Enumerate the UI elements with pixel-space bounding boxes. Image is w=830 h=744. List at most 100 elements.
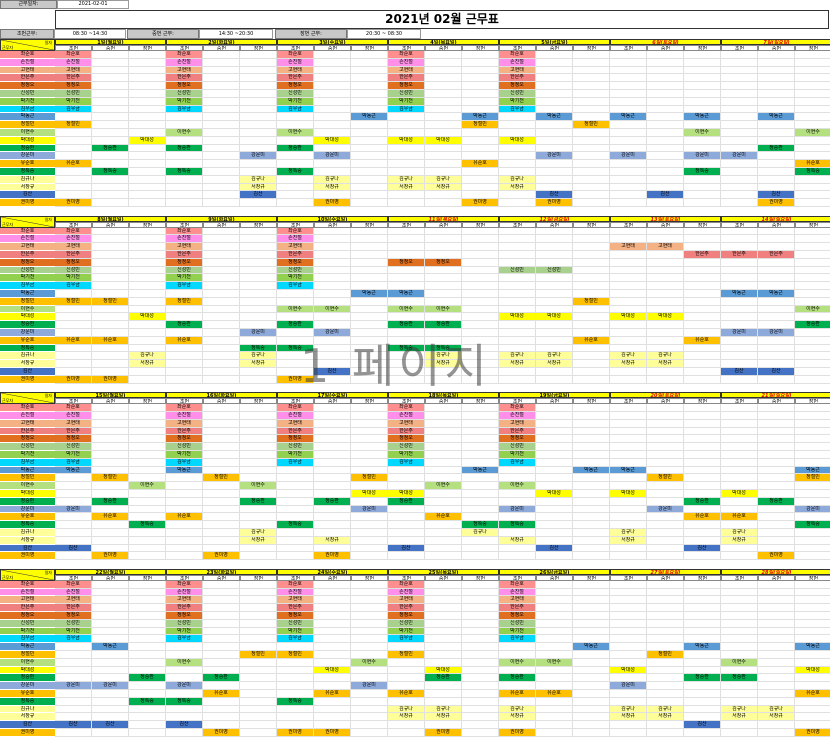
schedule-cell[interactable] bbox=[277, 505, 314, 514]
schedule-cell[interactable] bbox=[203, 682, 240, 690]
shift-assignment[interactable]: 서창규 bbox=[425, 713, 462, 722]
schedule-cell[interactable] bbox=[536, 175, 573, 184]
shift-assignment[interactable]: 정청오 bbox=[55, 435, 92, 444]
shift-assignment[interactable]: 정특중 bbox=[277, 344, 314, 353]
shift-assignment[interactable]: 신성민 bbox=[166, 619, 203, 628]
schedule-cell[interactable] bbox=[203, 144, 240, 153]
shift-assignment[interactable]: 권미영 bbox=[314, 729, 351, 737]
schedule-cell[interactable] bbox=[277, 466, 314, 475]
schedule-cell[interactable] bbox=[351, 121, 388, 129]
schedule-cell[interactable] bbox=[462, 643, 499, 651]
schedule-cell[interactable] bbox=[758, 152, 795, 161]
schedule-cell[interactable] bbox=[647, 435, 684, 444]
schedule-cell[interactable] bbox=[277, 690, 314, 698]
schedule-cell[interactable] bbox=[758, 297, 795, 306]
schedule-cell[interactable] bbox=[166, 705, 203, 714]
schedule-cell[interactable] bbox=[92, 352, 129, 361]
schedule-cell[interactable] bbox=[92, 258, 129, 267]
schedule-cell[interactable] bbox=[462, 66, 499, 75]
schedule-cell[interactable] bbox=[647, 368, 684, 376]
schedule-cell[interactable] bbox=[795, 90, 830, 98]
shift-assignment[interactable]: 정청오 bbox=[388, 435, 425, 444]
schedule-cell[interactable] bbox=[795, 443, 830, 451]
schedule-cell[interactable] bbox=[92, 466, 129, 475]
schedule-cell[interactable] bbox=[795, 451, 830, 459]
shift-assignment[interactable]: 정승환 bbox=[795, 321, 830, 329]
schedule-cell[interactable] bbox=[240, 58, 277, 67]
schedule-cell[interactable] bbox=[610, 235, 647, 244]
schedule-cell[interactable] bbox=[536, 482, 573, 490]
schedule-cell[interactable] bbox=[684, 451, 721, 459]
schedule-cell[interactable] bbox=[684, 97, 721, 106]
shift-assignment[interactable]: 고현태 bbox=[55, 596, 92, 605]
schedule-cell[interactable] bbox=[314, 435, 351, 444]
schedule-cell[interactable] bbox=[462, 458, 499, 467]
schedule-cell[interactable] bbox=[721, 274, 758, 283]
schedule-cell[interactable] bbox=[351, 690, 388, 698]
schedule-cell[interactable] bbox=[425, 588, 462, 597]
schedule-cell[interactable] bbox=[536, 290, 573, 298]
schedule-cell[interactable] bbox=[240, 313, 277, 322]
schedule-cell[interactable] bbox=[166, 490, 203, 498]
shift-assignment[interactable]: 박동근 bbox=[573, 466, 610, 475]
shift-assignment[interactable]: 고현태 bbox=[499, 596, 536, 605]
schedule-cell[interactable] bbox=[129, 199, 166, 207]
schedule-cell[interactable] bbox=[721, 544, 758, 553]
schedule-cell[interactable] bbox=[536, 329, 573, 337]
schedule-cell[interactable] bbox=[758, 651, 795, 659]
shift-assignment[interactable]: 강운미 bbox=[795, 505, 830, 514]
schedule-cell[interactable] bbox=[758, 427, 795, 436]
shift-assignment[interactable]: 한은주 bbox=[166, 251, 203, 259]
schedule-cell[interactable] bbox=[240, 419, 277, 428]
shift-assignment[interactable]: 좌준호 bbox=[55, 580, 92, 589]
schedule-cell[interactable] bbox=[240, 435, 277, 444]
schedule-cell[interactable] bbox=[129, 627, 166, 636]
schedule-cell[interactable] bbox=[166, 121, 203, 129]
schedule-cell[interactable] bbox=[203, 74, 240, 83]
shift-assignment[interactable]: 유준호 bbox=[55, 160, 92, 168]
schedule-cell[interactable] bbox=[351, 451, 388, 459]
schedule-cell[interactable] bbox=[129, 58, 166, 67]
schedule-cell[interactable] bbox=[425, 235, 462, 244]
schedule-cell[interactable] bbox=[536, 635, 573, 644]
schedule-cell[interactable] bbox=[499, 258, 536, 267]
schedule-cell[interactable] bbox=[240, 513, 277, 522]
shift-assignment[interactable]: 정청오 bbox=[388, 82, 425, 90]
schedule-cell[interactable] bbox=[129, 251, 166, 259]
shift-assignment[interactable]: 정청오 bbox=[499, 612, 536, 620]
shift-assignment[interactable]: 이현수 bbox=[351, 658, 388, 667]
schedule-cell[interactable] bbox=[610, 427, 647, 436]
schedule-cell[interactable] bbox=[573, 243, 610, 251]
schedule-cell[interactable] bbox=[277, 313, 314, 322]
schedule-cell[interactable] bbox=[795, 604, 830, 612]
shift-assignment[interactable]: 박동근 bbox=[92, 643, 129, 651]
schedule-cell[interactable] bbox=[536, 604, 573, 612]
schedule-cell[interactable] bbox=[499, 682, 536, 690]
schedule-cell[interactable] bbox=[573, 66, 610, 75]
shift-assignment[interactable]: 좌준호 bbox=[499, 404, 536, 412]
schedule-cell[interactable] bbox=[92, 183, 129, 192]
schedule-cell[interactable] bbox=[758, 235, 795, 244]
schedule-cell[interactable] bbox=[536, 427, 573, 436]
schedule-cell[interactable] bbox=[462, 74, 499, 83]
shift-assignment[interactable]: 서창규 bbox=[499, 183, 536, 192]
schedule-cell[interactable] bbox=[573, 544, 610, 553]
schedule-cell[interactable] bbox=[536, 258, 573, 267]
schedule-cell[interactable] bbox=[610, 82, 647, 90]
schedule-cell[interactable] bbox=[351, 129, 388, 137]
schedule-cell[interactable] bbox=[129, 612, 166, 620]
schedule-cell[interactable] bbox=[92, 344, 129, 353]
schedule-cell[interactable] bbox=[388, 352, 425, 361]
schedule-cell[interactable] bbox=[425, 521, 462, 529]
schedule-cell[interactable] bbox=[129, 529, 166, 537]
schedule-cell[interactable] bbox=[795, 490, 830, 498]
schedule-cell[interactable] bbox=[795, 59, 830, 67]
shift-assignment[interactable]: 정철빈 bbox=[388, 651, 425, 659]
schedule-cell[interactable] bbox=[573, 666, 610, 675]
schedule-cell[interactable] bbox=[314, 360, 351, 368]
schedule-cell[interactable] bbox=[758, 168, 795, 176]
schedule-cell[interactable] bbox=[388, 144, 425, 153]
schedule-cell[interactable] bbox=[55, 321, 92, 329]
schedule-cell[interactable] bbox=[573, 90, 610, 98]
schedule-cell[interactable] bbox=[388, 666, 425, 675]
